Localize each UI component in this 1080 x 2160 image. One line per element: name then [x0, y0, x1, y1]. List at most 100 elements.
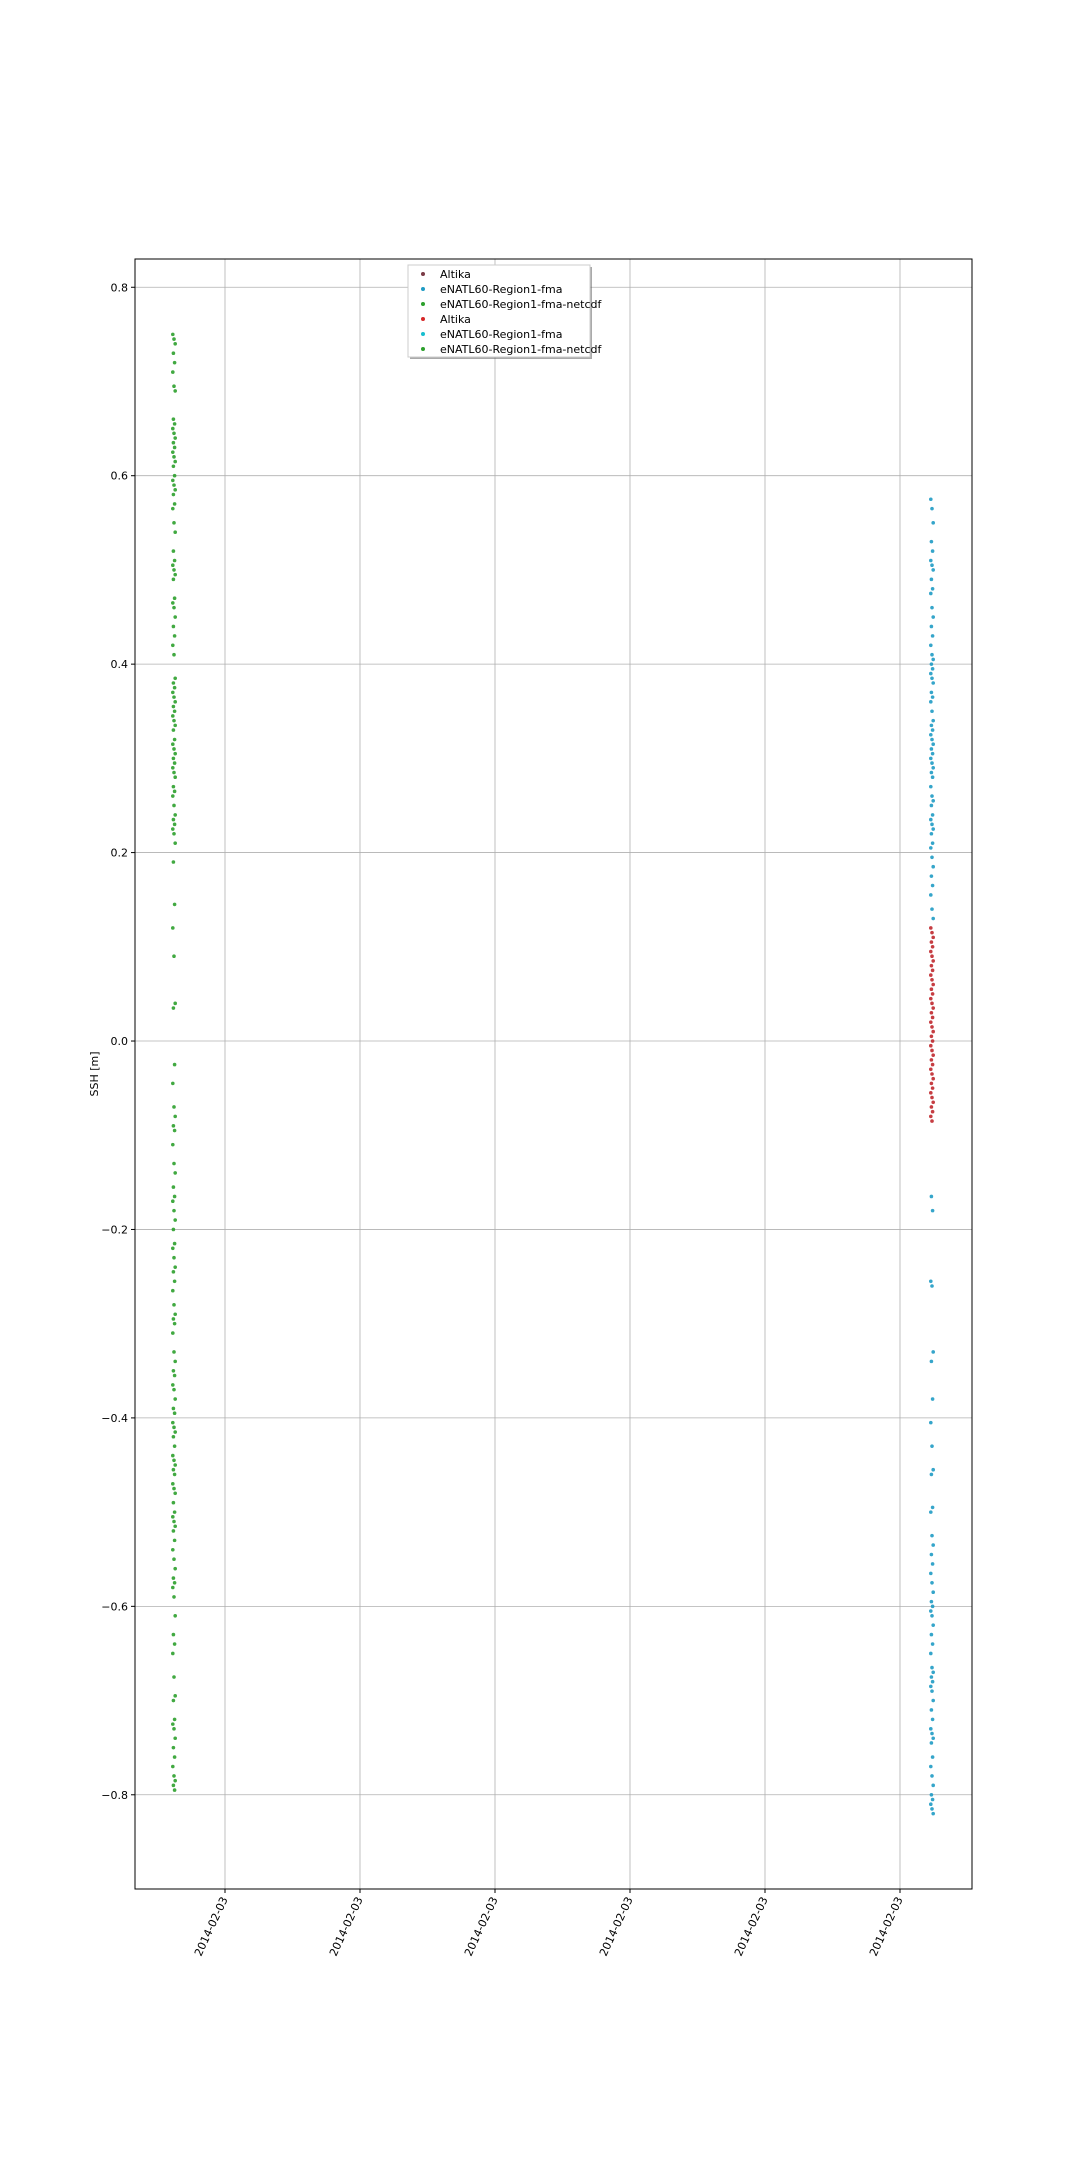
data-point: [930, 883, 935, 888]
data-point: [930, 1505, 935, 1510]
data-point: [172, 1208, 176, 1213]
data-point: [929, 973, 933, 977]
data-point: [172, 747, 176, 751]
data-point: [171, 1585, 175, 1590]
data-point: [931, 568, 935, 572]
data-point: [930, 1095, 934, 1100]
data-point: [171, 464, 176, 469]
data-point: [930, 751, 935, 756]
data-point: [172, 1557, 176, 1562]
data-point: [173, 1491, 177, 1496]
data-point: [171, 681, 176, 685]
data-point: [931, 864, 935, 869]
data-point: [931, 1590, 935, 1595]
data-point: [172, 1472, 177, 1477]
data-point: [930, 1533, 934, 1538]
data-point: [930, 1717, 935, 1722]
data-point: [173, 1171, 177, 1175]
data-point: [173, 700, 177, 704]
data-point: [172, 902, 177, 907]
data-point: [172, 1321, 177, 1326]
data-point: [929, 1420, 933, 1425]
legend-box: [407, 264, 591, 358]
x-tick-label: 2014-02-03: [462, 1895, 501, 1958]
data-point: [929, 874, 934, 878]
data-point: [930, 968, 935, 973]
data-point: [930, 1613, 934, 1618]
data-point: [172, 1350, 176, 1354]
data-point: [931, 1811, 935, 1816]
data-point: [171, 690, 175, 695]
data-point: [173, 1736, 177, 1741]
data-point: [930, 954, 934, 959]
data-point: [171, 601, 175, 605]
data-point: [930, 605, 934, 610]
data-point: [931, 798, 935, 803]
data-point: [929, 1741, 934, 1745]
data-point: [172, 695, 176, 699]
data-point: [930, 737, 934, 742]
data-point: [173, 389, 177, 393]
legend-marker: [421, 302, 425, 306]
data-point: [173, 1359, 177, 1364]
data-point: [172, 445, 177, 450]
plot-frame: [134, 258, 973, 1890]
data-point: [930, 945, 935, 949]
data-point: [930, 1072, 934, 1076]
data-point: [931, 615, 935, 619]
data-point: [172, 384, 176, 388]
data-point: [930, 1015, 935, 1020]
data-point: [929, 1114, 933, 1119]
legend-label: eNATL60-Region1-fma-netcdf: [440, 298, 602, 311]
data-point: [930, 676, 934, 681]
data-point: [171, 1651, 175, 1656]
data-point: [172, 1425, 176, 1430]
legend-label: eNATL60-Region1-fma: [440, 328, 562, 341]
data-point: [173, 1114, 177, 1119]
data-point: [930, 1604, 935, 1609]
legend[interactable]: Altika eNATL60-Region1-fma eNATL60-Region1…: [407, 264, 602, 359]
data-point: [930, 1679, 935, 1684]
data-point: [171, 704, 176, 709]
data-point: [930, 1284, 934, 1288]
data-point: [929, 539, 934, 544]
data-point: [172, 737, 177, 742]
data-point: [931, 1543, 935, 1547]
data-point: [930, 506, 934, 511]
x-tick-label: 2014-02-03: [867, 1895, 906, 1958]
data-point: [171, 1199, 175, 1203]
data-point: [172, 1458, 176, 1463]
data-point: [171, 1482, 175, 1486]
data-point: [929, 770, 934, 775]
data-point: [931, 742, 935, 747]
data-point: [173, 615, 177, 619]
data-point: [930, 761, 934, 765]
data-point: [173, 676, 177, 681]
data-point: [173, 841, 177, 845]
data-point: [929, 577, 934, 582]
data-point: [172, 1241, 177, 1246]
data-point: [930, 1109, 935, 1114]
data-point: [171, 1081, 175, 1086]
data-point: [931, 1029, 935, 1034]
data-point: [172, 1755, 177, 1759]
data-point: [173, 1694, 177, 1698]
data-point: [930, 1001, 934, 1006]
data-point: [173, 459, 177, 464]
data-point: [929, 784, 933, 789]
data-point: [930, 1797, 935, 1802]
data-points: [171, 332, 935, 1816]
data-point: [931, 1783, 935, 1788]
legend-marker: [421, 332, 425, 336]
y-tick-label: −0.8: [101, 1789, 128, 1802]
data-point: [172, 1411, 177, 1415]
data-point: [929, 963, 934, 968]
data-point: [171, 756, 176, 761]
data-point: [929, 1552, 934, 1557]
data-point: [171, 417, 176, 421]
legend-marker: [421, 272, 425, 276]
data-point: [929, 996, 933, 1001]
data-point: [930, 652, 934, 657]
data-point: [171, 1383, 175, 1387]
